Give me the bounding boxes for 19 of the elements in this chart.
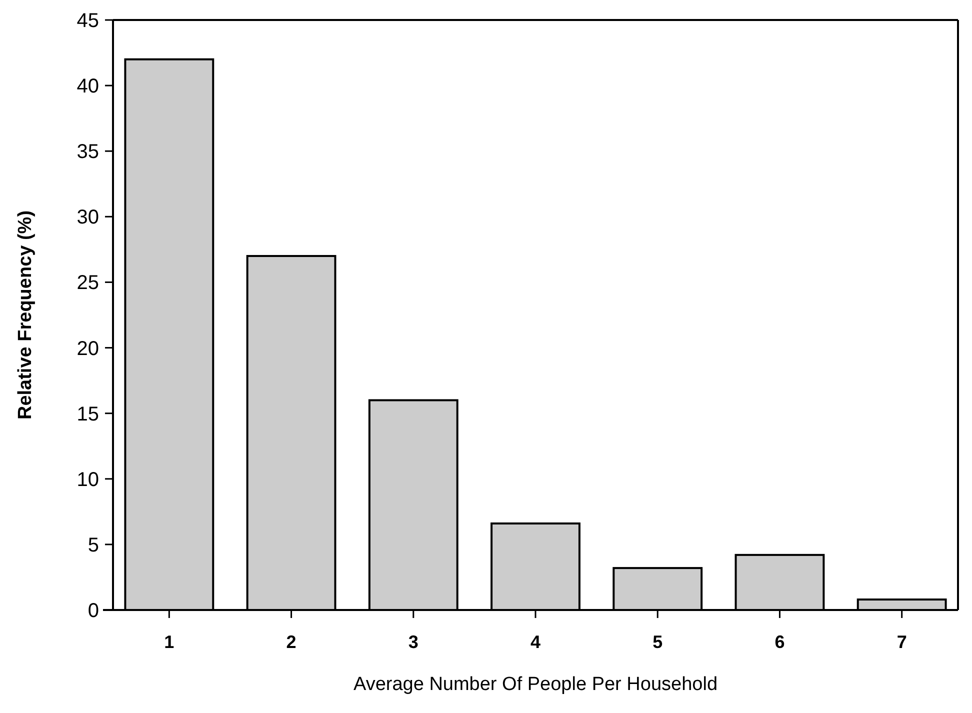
x-axis-title: Average Number Of People Per Household bbox=[353, 674, 718, 695]
y-tick-label: 0 bbox=[88, 600, 99, 622]
x-tick-label: 3 bbox=[408, 632, 418, 652]
y-tick-label: 10 bbox=[76, 468, 99, 491]
x-tick-label: 2 bbox=[286, 632, 296, 652]
y-tick-label: 20 bbox=[76, 338, 99, 360]
x-tick-label: 7 bbox=[896, 632, 907, 652]
y-tick-label: 40 bbox=[76, 76, 99, 98]
x-tick-label: 6 bbox=[774, 632, 785, 652]
x-tick-label: 1 bbox=[164, 632, 174, 652]
y-tick-label: 5 bbox=[88, 534, 99, 556]
x-tick-label: 4 bbox=[530, 632, 541, 652]
y-tick-label: 15 bbox=[76, 403, 99, 426]
y-tick-label: 25 bbox=[76, 272, 99, 294]
x-tick-label: 5 bbox=[652, 632, 663, 652]
y-tick-label: 45 bbox=[76, 10, 99, 32]
y-tick-label: 30 bbox=[76, 206, 99, 229]
y-tick-label: 35 bbox=[76, 141, 99, 164]
y-axis-title: Relative Frequency (%) bbox=[15, 210, 36, 420]
